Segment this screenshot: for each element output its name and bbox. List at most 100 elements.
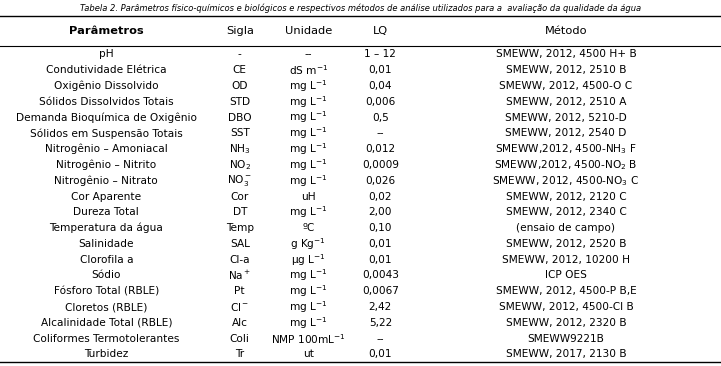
Text: Tabela 2. Parâmetros físico-químicos e biológicos e respectivos métodos de análi: Tabela 2. Parâmetros físico-químicos e b… <box>80 4 641 13</box>
Text: DT: DT <box>233 207 247 217</box>
Text: pH: pH <box>99 49 114 59</box>
Text: --: -- <box>304 49 312 59</box>
Text: mg L$^{-1}$: mg L$^{-1}$ <box>289 126 327 141</box>
Text: 2,42: 2,42 <box>368 302 392 312</box>
Text: mg L$^{-1}$: mg L$^{-1}$ <box>289 141 327 157</box>
Text: Cl$^-$: Cl$^-$ <box>230 301 249 313</box>
Text: mg L$^{-1}$: mg L$^{-1}$ <box>289 299 327 315</box>
Text: NMP 100mL$^{-1}$: NMP 100mL$^{-1}$ <box>271 332 345 346</box>
Text: 0,04: 0,04 <box>368 81 392 91</box>
Text: Dureza Total: Dureza Total <box>74 207 139 217</box>
Text: 0,02: 0,02 <box>368 191 392 202</box>
Text: Sólidos Dissolvidos Totais: Sólidos Dissolvidos Totais <box>39 97 174 107</box>
Text: Cloretos (RBLE): Cloretos (RBLE) <box>65 302 148 312</box>
Text: 0,5: 0,5 <box>372 113 389 123</box>
Text: Alcalinidade Total (RBLE): Alcalinidade Total (RBLE) <box>40 318 172 328</box>
Text: Cor Aparente: Cor Aparente <box>71 191 141 202</box>
Text: SMEWW,2012, 4500-NO$_2$ B: SMEWW,2012, 4500-NO$_2$ B <box>495 158 637 172</box>
Text: --: -- <box>376 334 384 344</box>
Text: Cl-a: Cl-a <box>229 255 250 265</box>
Text: ºC: ºC <box>302 223 314 233</box>
Text: (ensaio de campo): (ensaio de campo) <box>516 223 616 233</box>
Text: Temperatura da água: Temperatura da água <box>50 223 163 234</box>
Text: Sódio: Sódio <box>92 270 121 280</box>
Text: SAL: SAL <box>230 239 249 249</box>
Text: Clorofila a: Clorofila a <box>79 255 133 265</box>
Text: Turbidez: Turbidez <box>84 350 128 359</box>
Text: 2,00: 2,00 <box>368 207 392 217</box>
Text: 0,026: 0,026 <box>366 176 395 186</box>
Text: 0,01: 0,01 <box>368 239 392 249</box>
Text: Na$^+$: Na$^+$ <box>228 269 252 282</box>
Text: Parâmetros: Parâmetros <box>69 26 143 37</box>
Text: mg L$^{-1}$: mg L$^{-1}$ <box>289 157 327 173</box>
Text: SMEWW,2012, 4500-NH$_3$ F: SMEWW,2012, 4500-NH$_3$ F <box>495 142 637 156</box>
Text: Alc: Alc <box>231 318 248 328</box>
Text: Método: Método <box>544 26 588 37</box>
Text: SMEWW, 2012, 2340 C: SMEWW, 2012, 2340 C <box>505 207 627 217</box>
Text: dS m$^{-1}$: dS m$^{-1}$ <box>288 63 328 77</box>
Text: SMEWW, 2012, 4500-O C: SMEWW, 2012, 4500-O C <box>500 81 632 91</box>
Text: 0,01: 0,01 <box>368 350 392 359</box>
Text: 0,0009: 0,0009 <box>362 160 399 170</box>
Text: NO$_2$: NO$_2$ <box>229 158 251 172</box>
Text: SMEWW, 2012, 2520 B: SMEWW, 2012, 2520 B <box>505 239 627 249</box>
Text: SST: SST <box>230 128 249 138</box>
Text: DBO: DBO <box>228 113 252 123</box>
Text: Cor: Cor <box>231 191 249 202</box>
Text: uH: uH <box>301 191 316 202</box>
Text: mg L$^{-1}$: mg L$^{-1}$ <box>289 94 327 110</box>
Text: SMEWW, 2012, 4500-Cl B: SMEWW, 2012, 4500-Cl B <box>499 302 633 312</box>
Text: Nitrogênio – Nitrito: Nitrogênio – Nitrito <box>56 160 156 170</box>
Text: OD: OD <box>231 81 248 91</box>
Text: mg L$^{-1}$: mg L$^{-1}$ <box>289 110 327 126</box>
Text: 0,012: 0,012 <box>366 144 395 154</box>
Text: SMEWW9221B: SMEWW9221B <box>528 334 604 344</box>
Text: Fósforo Total (RBLE): Fósforo Total (RBLE) <box>54 286 159 296</box>
Text: Salinidade: Salinidade <box>79 239 134 249</box>
Text: Nitrogênio – Amoniacal: Nitrogênio – Amoniacal <box>45 144 168 154</box>
Text: SMEWW, 2012, 2320 B: SMEWW, 2012, 2320 B <box>505 318 627 328</box>
Text: CE: CE <box>233 65 247 75</box>
Text: SMEWW, 2012, 2540 D: SMEWW, 2012, 2540 D <box>505 128 627 138</box>
Text: Tr: Tr <box>235 350 244 359</box>
Text: Pt: Pt <box>234 286 245 296</box>
Text: SMEWW, 2012, 5210-D: SMEWW, 2012, 5210-D <box>505 113 627 123</box>
Text: mg L$^{-1}$: mg L$^{-1}$ <box>289 283 327 299</box>
Text: --: -- <box>376 128 384 138</box>
Text: ut: ut <box>303 350 314 359</box>
Text: 1 – 12: 1 – 12 <box>364 49 397 59</box>
Text: mg L$^{-1}$: mg L$^{-1}$ <box>289 315 327 331</box>
Text: Sólidos em Suspensão Totais: Sólidos em Suspensão Totais <box>30 128 182 139</box>
Text: µg L$^{-1}$: µg L$^{-1}$ <box>291 252 326 268</box>
Text: Temp: Temp <box>226 223 254 233</box>
Text: STD: STD <box>229 97 250 107</box>
Text: -: - <box>238 49 242 59</box>
Text: mg L$^{-1}$: mg L$^{-1}$ <box>289 173 327 188</box>
Text: SMEWW, 2012, 2120 C: SMEWW, 2012, 2120 C <box>505 191 627 202</box>
Text: ICP OES: ICP OES <box>545 270 587 280</box>
Text: 0,10: 0,10 <box>368 223 392 233</box>
Text: SMEWW, 2012, 4500 H+ B: SMEWW, 2012, 4500 H+ B <box>495 49 637 59</box>
Text: NO$_3^-$: NO$_3^-$ <box>227 173 252 188</box>
Text: LQ: LQ <box>373 26 388 37</box>
Text: Unidade: Unidade <box>285 26 332 37</box>
Text: Nitrogênio – Nitrato: Nitrogênio – Nitrato <box>55 175 158 186</box>
Text: 0,01: 0,01 <box>368 255 392 265</box>
Text: Coliformes Termotolerantes: Coliformes Termotolerantes <box>33 334 180 344</box>
Text: mg L$^{-1}$: mg L$^{-1}$ <box>289 204 327 220</box>
Text: 5,22: 5,22 <box>368 318 392 328</box>
Text: Sigla: Sigla <box>226 26 254 37</box>
Text: 0,01: 0,01 <box>368 65 392 75</box>
Text: SMEWW, 2012, 10200 H: SMEWW, 2012, 10200 H <box>502 255 630 265</box>
Text: Oxigênio Dissolvido: Oxigênio Dissolvido <box>54 81 159 91</box>
Text: 0,006: 0,006 <box>366 97 395 107</box>
Text: 0,0043: 0,0043 <box>362 270 399 280</box>
Text: 0,0067: 0,0067 <box>362 286 399 296</box>
Text: Condutividade Elétrica: Condutividade Elétrica <box>46 65 167 75</box>
Text: SMEWW, 2012, 4500-P B,E: SMEWW, 2012, 4500-P B,E <box>495 286 637 296</box>
Text: mg L$^{-1}$: mg L$^{-1}$ <box>289 78 327 94</box>
Text: SMEWW, 2017, 2130 B: SMEWW, 2017, 2130 B <box>505 350 627 359</box>
Text: SMEWW, 2012, 2510 A: SMEWW, 2012, 2510 A <box>506 97 626 107</box>
Text: Coli: Coli <box>230 334 249 344</box>
